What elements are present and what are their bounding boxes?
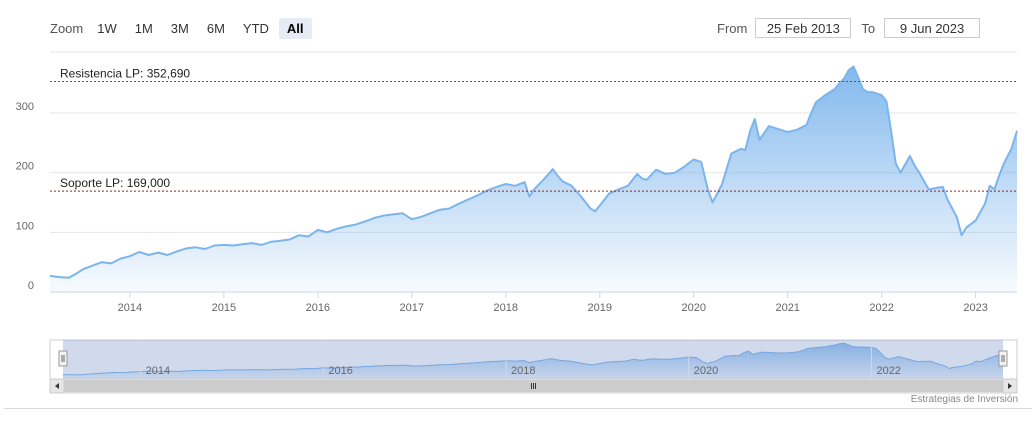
zoom-ytd-button[interactable]: YTD — [242, 20, 269, 36]
price-area-fill — [50, 66, 1017, 292]
navigator-area — [63, 343, 1003, 379]
navigator-tick-label-2022: 2022 — [876, 365, 900, 377]
stock-price-chart: Resistencia LP: 352,690 Soporte LP: 169,0… — [16, 51, 1018, 394]
zoom-6m-button[interactable]: 6M — [206, 20, 225, 36]
x-tick-label-2023: 2023 — [963, 302, 987, 314]
zoom-toolbar: Zoom 1W 1M 3M 6M YTD All — [50, 17, 314, 39]
price-line — [49, 65, 1018, 279]
navigator-tick-label-2018: 2018 — [511, 365, 535, 377]
zoom-all-button[interactable]: All — [278, 17, 312, 39]
to-date-input[interactable] — [884, 18, 981, 38]
y-tick-label-0: 0 — [28, 280, 34, 292]
x-tick-label-2016: 2016 — [306, 302, 330, 314]
navigator-right-handle[interactable] — [998, 350, 1008, 367]
x-tick-label-2014: 2014 — [118, 302, 142, 314]
bottom-divider — [4, 408, 1032, 409]
from-date-input[interactable] — [755, 18, 852, 38]
zoom-1w-button[interactable]: 1W — [97, 20, 117, 36]
y-tick-label-200: 200 — [16, 161, 34, 173]
arrow-right-icon — [1008, 383, 1012, 389]
y-tick-label-300: 300 — [16, 101, 34, 113]
x-tick-label-2015: 2015 — [212, 302, 236, 314]
resistance-line-label: Resistencia LP: 352,690 — [60, 67, 190, 81]
zoom-label: Zoom — [50, 20, 84, 36]
navigator-selection-mask[interactable] — [63, 340, 1003, 379]
arrow-left-icon — [55, 383, 59, 389]
x-tick-label-2020: 2020 — [681, 302, 705, 314]
to-label: To — [861, 20, 876, 36]
navigator-tick-label-2014: 2014 — [146, 365, 170, 377]
handle-body — [58, 350, 68, 367]
support-line-label: Soporte LP: 169,000 — [60, 176, 170, 190]
handle-body — [998, 350, 1008, 367]
date-range-selector: From To — [717, 17, 981, 39]
navigator-line — [62, 342, 1004, 376]
zoom-1m-button[interactable]: 1M — [134, 20, 153, 36]
x-tick-label-2018: 2018 — [494, 302, 518, 314]
x-tick-label-2021: 2021 — [775, 302, 799, 314]
zoom-3m-button[interactable]: 3M — [170, 20, 189, 36]
from-label: From — [717, 20, 748, 36]
navigator-left-handle[interactable] — [58, 350, 68, 367]
y-tick-label-100: 100 — [16, 220, 34, 232]
navigator-tick-label-2020: 2020 — [694, 365, 718, 377]
x-tick-label-2022: 2022 — [869, 302, 893, 314]
navigator-tick-label-2016: 2016 — [328, 365, 352, 377]
x-tick-label-2017: 2017 — [400, 302, 424, 314]
x-tick-label-2019: 2019 — [588, 302, 612, 314]
chart-credit[interactable]: Estrategias de Inversión — [910, 394, 1018, 405]
